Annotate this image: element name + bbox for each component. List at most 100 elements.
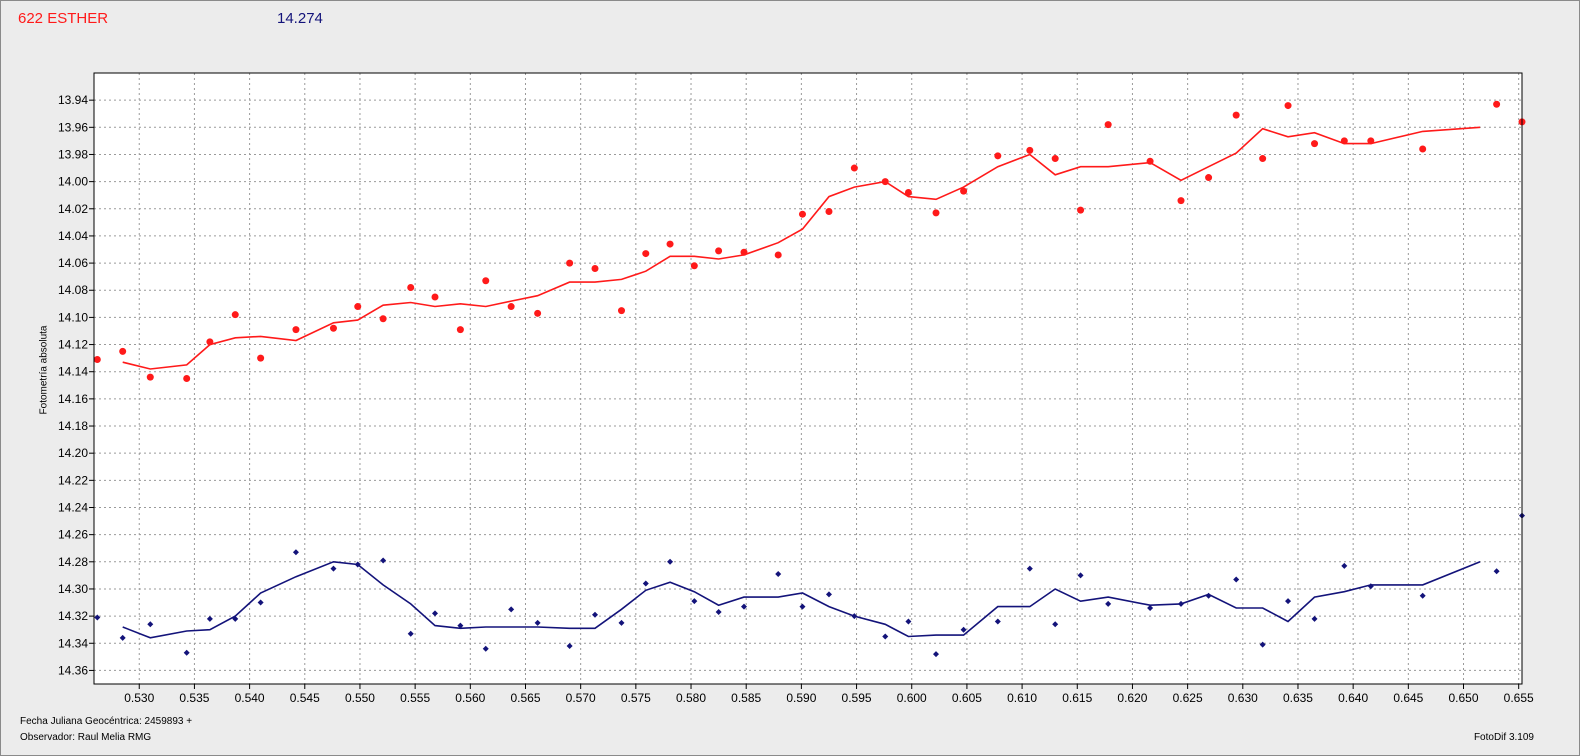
x-tick-label: 0.535 <box>179 691 209 705</box>
data-point <box>618 619 625 626</box>
data-point <box>850 164 858 172</box>
y-tick-label: 14.32 <box>58 609 88 623</box>
data-point <box>642 580 649 587</box>
data-point <box>1105 600 1112 607</box>
data-point <box>960 187 968 195</box>
x-tick-label: 0.540 <box>235 691 265 705</box>
data-point <box>1026 565 1033 572</box>
x-tick-label: 0.640 <box>1338 691 1368 705</box>
y-tick-label: 14.02 <box>58 202 88 216</box>
data-point <box>482 645 489 652</box>
plot-area <box>94 73 1522 684</box>
reference-magnitude: 14.274 <box>277 10 323 27</box>
y-tick-label: 14.12 <box>58 338 88 352</box>
data-point <box>666 240 674 248</box>
data-point <box>379 315 387 323</box>
data-point <box>146 373 154 381</box>
y-tick-label: 14.04 <box>58 229 88 243</box>
data-point <box>691 598 698 605</box>
data-point <box>591 265 599 273</box>
x-tick-label: 0.625 <box>1173 691 1203 705</box>
x-tick-label: 0.560 <box>455 691 485 705</box>
data-point <box>407 630 414 637</box>
data-point <box>431 293 439 301</box>
data-point <box>1340 137 1348 145</box>
data-point <box>933 651 940 658</box>
y-tick-label: 13.96 <box>58 120 88 134</box>
data-point <box>994 152 1002 160</box>
data-point <box>715 247 723 255</box>
y-tick-label: 13.98 <box>58 147 88 161</box>
plot-border <box>93 72 1523 685</box>
data-point <box>881 178 889 186</box>
x-tick-label: 0.635 <box>1283 691 1313 705</box>
data-point <box>740 248 748 256</box>
data-point <box>1341 562 1348 569</box>
data-point <box>798 210 806 218</box>
y-tick-label: 14.26 <box>58 528 88 542</box>
series-1 <box>93 100 1526 382</box>
x-tick-label: 0.655 <box>1504 691 1534 705</box>
data-point <box>534 309 542 317</box>
series-2 <box>94 512 1525 658</box>
data-point <box>1367 583 1374 590</box>
data-point <box>566 259 574 267</box>
data-point <box>825 207 833 215</box>
data-point <box>1419 145 1427 153</box>
data-point <box>667 558 674 565</box>
data-point <box>642 250 650 258</box>
grid-lines <box>94 73 1522 684</box>
data-point <box>1493 568 1500 575</box>
data-point <box>799 603 806 610</box>
data-point <box>231 311 239 319</box>
data-point <box>119 634 126 641</box>
data-point <box>94 614 101 621</box>
x-tick-label: 0.585 <box>731 691 761 705</box>
data-point <box>904 188 912 196</box>
data-point <box>329 324 337 332</box>
data-point <box>206 338 214 346</box>
data-point <box>1493 100 1501 108</box>
x-tick-label: 0.565 <box>510 691 540 705</box>
series-1-fit-line <box>122 126 1481 370</box>
y-tick-label: 13.94 <box>58 93 88 107</box>
data-point <box>775 571 782 578</box>
data-point <box>206 615 213 622</box>
data-point <box>508 606 515 613</box>
data-point <box>183 649 190 656</box>
series-2-fit-line <box>122 560 1481 639</box>
data-point <box>1052 621 1059 628</box>
data-point <box>1367 137 1375 145</box>
x-tick-label: 0.645 <box>1393 691 1423 705</box>
data-point <box>1104 121 1112 129</box>
observer-label: Observador: Raul Melia RMG <box>20 732 152 743</box>
data-point <box>592 611 599 618</box>
julian-date-label: Fecha Juliana Geocéntrica: 2459893 + <box>20 716 193 727</box>
data-point <box>960 626 967 633</box>
data-point <box>1051 155 1059 163</box>
data-point <box>994 618 1001 625</box>
data-point <box>482 277 490 285</box>
data-point <box>93 355 101 363</box>
y-tick-label: 14.08 <box>58 283 88 297</box>
data-point <box>1147 604 1154 611</box>
axis-ticks: 0.530 0.535 0.540 0.545 0.550 0.555 0.560 0.565… <box>58 93 1534 705</box>
x-tick-label: 0.600 <box>897 691 927 705</box>
data-point <box>1284 102 1292 110</box>
object-title: 622 ESTHER <box>18 10 109 27</box>
data-point <box>740 603 747 610</box>
data-point <box>407 284 415 292</box>
data-point <box>257 599 264 606</box>
data-point <box>1177 197 1185 205</box>
data-point <box>882 633 889 640</box>
y-tick-label: 14.14 <box>58 365 88 379</box>
y-tick-label: 14.20 <box>58 446 88 460</box>
x-tick-label: 0.650 <box>1448 691 1478 705</box>
data-point <box>1419 592 1426 599</box>
data-series <box>93 100 1526 658</box>
data-point <box>1077 572 1084 579</box>
y-tick-label: 14.22 <box>58 473 88 487</box>
data-point <box>1232 111 1240 119</box>
data-point <box>354 561 361 568</box>
data-point <box>147 621 154 628</box>
